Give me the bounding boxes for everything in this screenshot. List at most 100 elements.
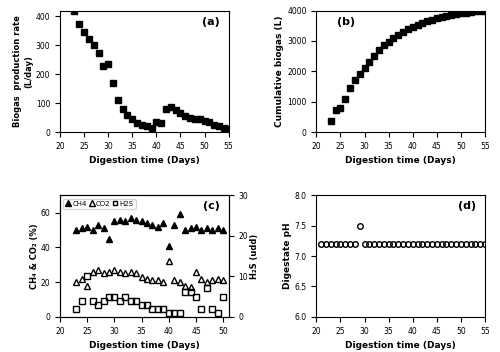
Line: CH4: CH4 <box>73 211 227 249</box>
CO2 <box>128 270 134 274</box>
CO2 <box>220 278 226 282</box>
CH4 <box>74 228 80 232</box>
H2S <box>144 302 150 307</box>
CH4 <box>176 212 182 216</box>
H2S <box>193 294 199 298</box>
CO2 <box>150 278 156 282</box>
CH4 <box>138 219 144 224</box>
H2S <box>95 302 101 307</box>
Line: H2S: H2S <box>74 274 226 315</box>
H2S <box>204 286 210 290</box>
CO2 <box>138 275 144 279</box>
H2S <box>188 290 194 295</box>
Line: CO2: CO2 <box>73 258 227 291</box>
H2S <box>155 307 161 311</box>
H2S <box>100 298 106 303</box>
CO2 <box>112 268 117 272</box>
CH4 <box>215 226 221 230</box>
CO2 <box>100 271 106 276</box>
Text: (c): (c) <box>204 201 220 211</box>
CH4 <box>95 223 101 227</box>
H2S <box>90 298 96 303</box>
CH4 <box>204 226 210 230</box>
H2S <box>122 294 128 298</box>
CO2 <box>166 259 172 263</box>
H2S <box>84 274 90 278</box>
CH4 <box>106 237 112 241</box>
CO2 <box>106 270 112 274</box>
CH4 <box>133 218 139 222</box>
CO2 <box>79 276 85 281</box>
X-axis label: Digestion time (Days): Digestion time (Days) <box>89 156 200 165</box>
CH4 <box>160 221 166 225</box>
CO2 <box>95 268 101 272</box>
H2S <box>215 310 221 315</box>
X-axis label: Digestion time (Days): Digestion time (Days) <box>346 341 456 350</box>
H2S <box>160 307 166 311</box>
CH4 <box>210 228 216 232</box>
Y-axis label: Cumulative biogas (L): Cumulative biogas (L) <box>276 15 284 127</box>
H2S <box>198 307 204 311</box>
Legend: CH4, CO2, H2S: CH4, CO2, H2S <box>64 199 136 209</box>
H2S <box>128 298 134 303</box>
H2S <box>166 310 172 315</box>
H2S <box>171 310 177 315</box>
CO2 <box>117 270 123 274</box>
H2S <box>74 307 80 311</box>
CH4 <box>166 244 172 248</box>
CH4 <box>220 228 226 232</box>
CO2 <box>198 276 204 281</box>
Y-axis label: CH₄ & CO₂ (%): CH₄ & CO₂ (%) <box>30 223 39 289</box>
H2S <box>182 290 188 295</box>
CH4 <box>79 226 85 230</box>
CH4 <box>122 219 128 224</box>
H2S <box>133 298 139 303</box>
CH4 <box>112 219 117 224</box>
CO2 <box>74 280 80 284</box>
CH4 <box>84 225 90 229</box>
CO2 <box>176 280 182 284</box>
CO2 <box>193 270 199 274</box>
CH4 <box>117 218 123 222</box>
CO2 <box>144 276 150 281</box>
CO2 <box>133 271 139 276</box>
CH4 <box>188 226 194 230</box>
CO2 <box>188 285 194 289</box>
CH4 <box>182 228 188 232</box>
CO2 <box>171 278 177 282</box>
X-axis label: Digestion time (Days): Digestion time (Days) <box>346 156 456 165</box>
CH4 <box>128 216 134 220</box>
CO2 <box>182 283 188 288</box>
H2S <box>117 298 123 303</box>
Y-axis label: H₂S (udd): H₂S (udd) <box>250 233 258 279</box>
H2S <box>210 307 216 311</box>
CO2 <box>204 280 210 284</box>
H2S <box>106 294 112 298</box>
H2S <box>112 294 117 298</box>
Y-axis label: Digestate pH: Digestate pH <box>282 223 292 289</box>
Y-axis label: Biogas  production rate
(L/day): Biogas production rate (L/day) <box>14 15 33 127</box>
CO2 <box>155 278 161 282</box>
CO2 <box>122 271 128 276</box>
CH4 <box>90 228 96 232</box>
CO2 <box>215 276 221 281</box>
H2S <box>176 310 182 315</box>
H2S <box>150 307 156 311</box>
CH4 <box>155 225 161 229</box>
CO2 <box>84 283 90 288</box>
CH4 <box>193 225 199 229</box>
H2S <box>220 294 226 298</box>
CH4 <box>144 221 150 225</box>
X-axis label: Digestion time (Days): Digestion time (Days) <box>89 341 200 350</box>
CH4 <box>198 228 204 232</box>
CO2 <box>210 278 216 282</box>
CO2 <box>160 280 166 284</box>
CH4 <box>171 223 177 227</box>
CH4 <box>150 223 156 227</box>
CH4 <box>100 226 106 230</box>
CO2 <box>90 270 96 274</box>
H2S <box>79 298 85 303</box>
Text: (a): (a) <box>202 17 220 27</box>
Text: (b): (b) <box>336 17 354 27</box>
H2S <box>138 302 144 307</box>
